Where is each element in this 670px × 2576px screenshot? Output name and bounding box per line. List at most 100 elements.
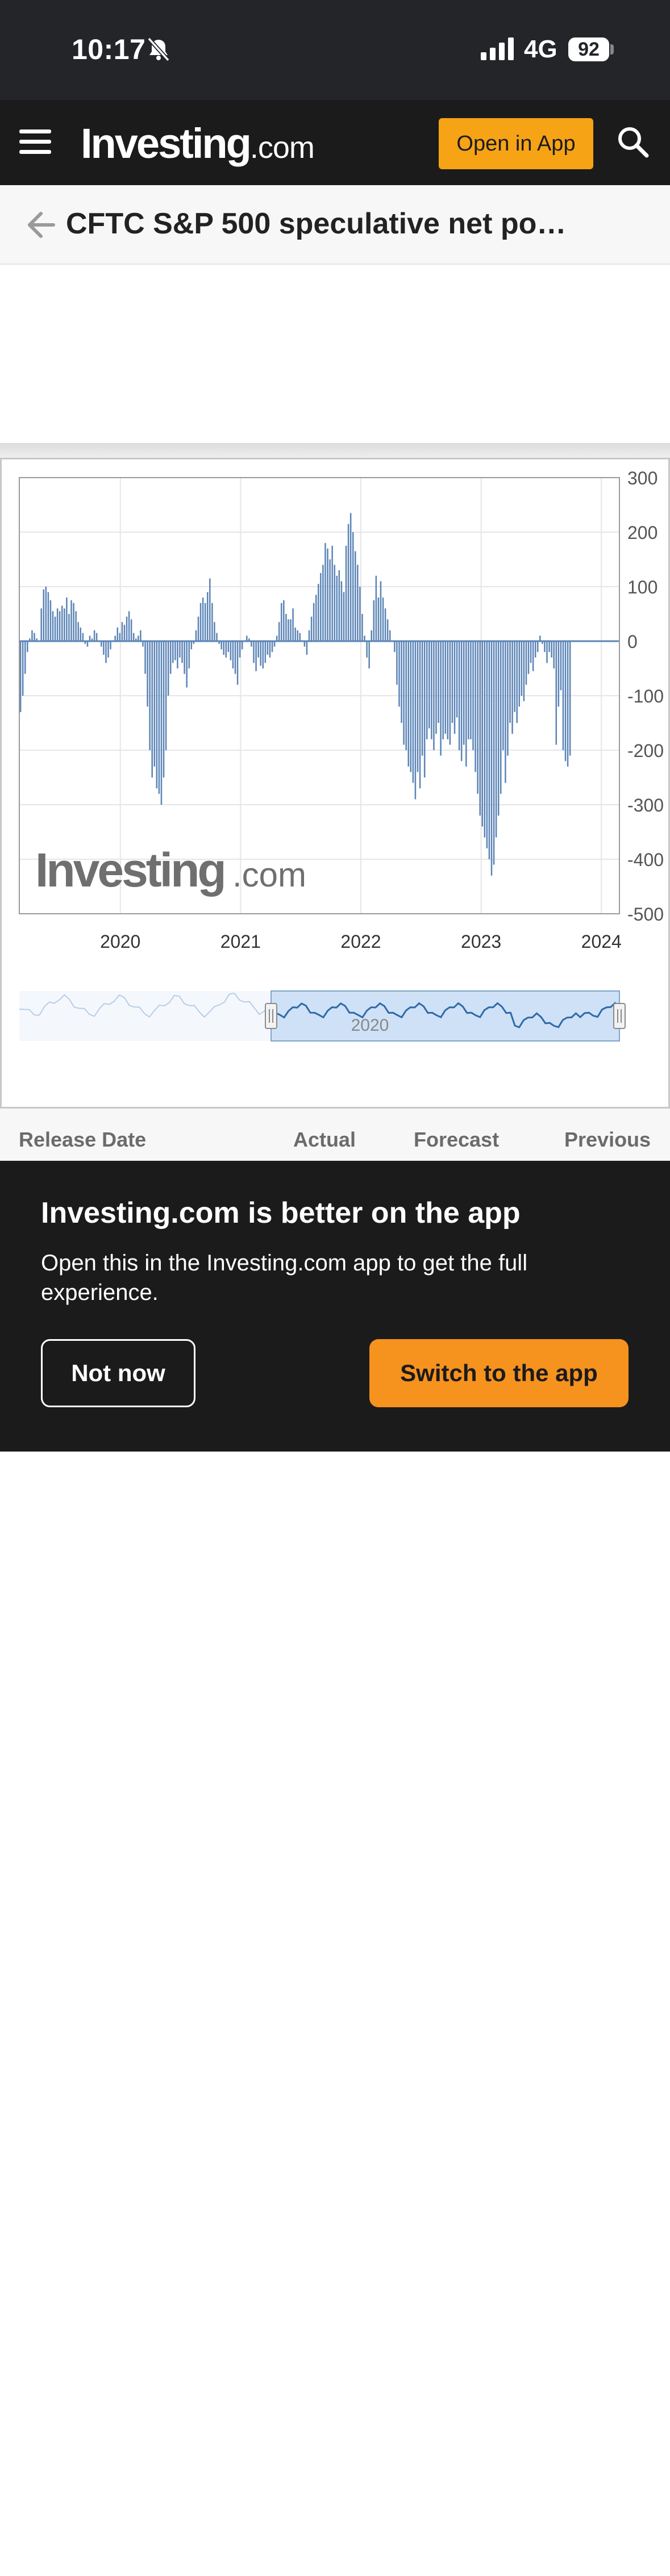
chart-bar — [433, 641, 435, 750]
back-arrow-icon[interactable] — [25, 209, 57, 241]
chart-bar — [537, 641, 539, 653]
chart-bar — [428, 641, 430, 729]
chart-bar — [389, 630, 391, 641]
chart-bar — [64, 608, 65, 641]
chart-bar — [34, 633, 35, 641]
chart-bar — [458, 641, 460, 750]
chart-bar — [551, 641, 552, 658]
chart-bar — [84, 641, 86, 644]
header-forecast[interactable]: Forecast — [414, 1128, 500, 1151]
chart-bar — [273, 641, 276, 647]
chart-bar — [398, 641, 400, 707]
chart-bar — [142, 641, 144, 647]
chart-bar — [308, 630, 310, 641]
logo-suffix: .com — [249, 131, 315, 165]
chart-bar — [375, 575, 377, 641]
chart-bar — [472, 641, 474, 750]
battery-tip — [610, 44, 614, 55]
chart-bar — [407, 641, 409, 767]
chart-bar — [518, 641, 521, 707]
hamburger-menu-icon[interactable] — [19, 129, 53, 154]
header-previous[interactable]: Previous — [564, 1128, 651, 1151]
chart-bar — [236, 641, 239, 685]
chart-bar — [121, 622, 123, 641]
chart-bar — [440, 641, 442, 756]
header-actual[interactable]: Actual — [293, 1128, 356, 1151]
navigator-selection[interactable] — [271, 990, 620, 1042]
chart-bar — [22, 641, 24, 696]
not-now-button[interactable]: Not now — [41, 1339, 195, 1407]
logo-main: Investing — [81, 120, 252, 167]
chart-bar — [193, 641, 195, 644]
chart-bar — [534, 641, 536, 658]
chart-bar — [419, 641, 421, 789]
chart-bar — [140, 630, 142, 641]
bar-chart[interactable]: 300 200 100 0 -100 -200 -300 -400 -500 2020 2021 20… — [2, 459, 670, 1107]
chart-bar — [45, 587, 47, 641]
chart-bar — [329, 559, 331, 641]
navigator-left-handle[interactable] — [265, 1003, 277, 1029]
chart-bar — [299, 633, 301, 641]
chart-bar — [149, 641, 151, 750]
chart-bar — [331, 546, 333, 641]
chart-bar — [47, 592, 49, 641]
chart-bar — [248, 638, 250, 641]
navigator-right-handle[interactable] — [613, 1003, 626, 1029]
chart-bar — [214, 622, 215, 641]
chart-bar — [128, 611, 130, 641]
chart-bar — [68, 614, 70, 641]
chart-bar — [477, 641, 478, 794]
x-tick-label: 2022 — [340, 931, 381, 952]
banner-title: Investing.com is better on the app — [41, 1197, 521, 1230]
chart-bar — [165, 641, 167, 750]
chart-bar — [475, 641, 476, 772]
chart-bar — [40, 608, 42, 641]
chart-bar — [377, 597, 380, 641]
chart-bar — [497, 641, 500, 816]
chart-bar — [230, 641, 232, 660]
chart-bar — [24, 641, 26, 674]
chart-bar — [562, 641, 564, 750]
chart-bar — [514, 641, 515, 712]
chart-bar — [322, 564, 324, 641]
chart-bar — [211, 603, 213, 641]
chart-bar — [384, 608, 386, 641]
chart-bar — [468, 641, 469, 739]
switch-to-app-button[interactable]: Switch to the app — [369, 1339, 629, 1407]
chart-bar — [199, 603, 202, 641]
signal-icon — [481, 37, 514, 60]
chart-bar — [269, 641, 271, 658]
investing-logo[interactable]: Investing.com — [81, 119, 315, 168]
chart-bar — [123, 625, 126, 641]
chart-bar — [509, 641, 511, 723]
chart-bar — [493, 641, 495, 865]
chart-bar — [315, 595, 317, 641]
chart-bar — [290, 619, 292, 641]
open-in-app-button[interactable]: Open in App — [439, 118, 593, 169]
chart-bar — [61, 605, 63, 641]
chart-bar — [294, 628, 296, 641]
chart-bar — [262, 641, 264, 668]
chart-bar — [19, 641, 22, 712]
chart-bar — [144, 641, 146, 674]
navigator-label: 2020 — [351, 1016, 389, 1035]
chart-bar — [70, 600, 72, 641]
chart-bar — [382, 597, 384, 641]
search-icon[interactable] — [616, 125, 650, 159]
header-release-date[interactable]: Release Date — [19, 1128, 147, 1151]
chart-container: 300 200 100 0 -100 -200 -300 -400 -500 2020 2021 20… — [0, 458, 670, 1109]
chart-bar — [486, 641, 488, 848]
chart-bar — [75, 611, 77, 641]
chart-bar — [502, 641, 504, 750]
chart-bar — [490, 641, 493, 876]
chart-bar — [394, 641, 396, 653]
y-tick-label: 100 — [627, 577, 657, 597]
chart-bar — [357, 564, 359, 641]
chart-bar — [27, 641, 28, 653]
chart-bar — [560, 641, 562, 691]
page-title: CFTC S&P 500 speculative net po… — [66, 207, 567, 240]
chart-bar — [264, 641, 267, 663]
chart-bar — [380, 581, 382, 641]
chart-bar — [56, 608, 59, 641]
chart-bar — [313, 603, 315, 641]
